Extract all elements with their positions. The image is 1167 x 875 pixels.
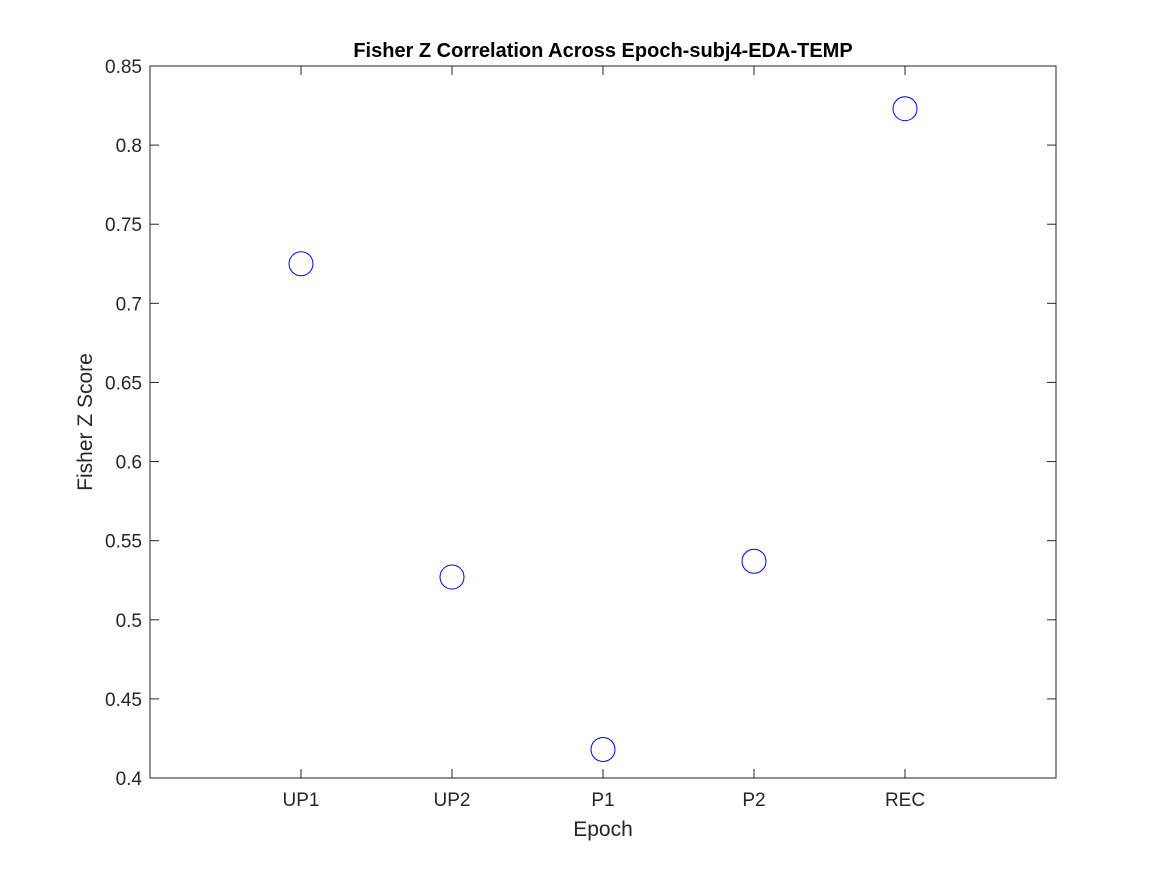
x-axis-title: Epoch [573, 818, 633, 841]
y-tick-label: 0.55 [105, 532, 142, 553]
y-tick-label: 0.5 [116, 611, 142, 632]
y-tick-label: 0.45 [105, 690, 142, 711]
y-tick-label: 0.65 [105, 373, 142, 394]
data-series [288, 96, 918, 763]
plot-area [149, 65, 1057, 779]
y-axis-title: Fisher Z Score [74, 353, 97, 491]
y-tick-label: 0.75 [105, 215, 142, 236]
data-point-p1 [590, 737, 616, 763]
y-tick-label: 0.85 [105, 57, 142, 78]
y-tick-label: 0.6 [116, 453, 142, 474]
x-tick-label: P2 [742, 790, 765, 811]
y-tick-label: 0.8 [116, 136, 142, 157]
x-tick-label: P1 [591, 790, 614, 811]
x-axis: UP1 UP2 P1 P2 REC [283, 66, 925, 811]
y-tick-label: 0.4 [116, 769, 143, 790]
data-point-up1 [288, 251, 314, 277]
x-tick-label: UP2 [434, 790, 471, 811]
y-tick-label: 0.7 [116, 294, 142, 315]
data-point-up2 [439, 564, 465, 590]
chart-title: Fisher Z Correlation Across Epoch-subj4-… [353, 40, 852, 62]
x-tick-label: REC [885, 790, 925, 811]
x-tick-label: UP1 [283, 790, 320, 811]
data-point-p2 [741, 548, 767, 574]
data-point-rec [892, 96, 918, 122]
y-axis: 0.4 0.45 0.5 0.55 0.6 0.65 0.7 0.75 0.8 0.85 [105, 57, 1056, 790]
